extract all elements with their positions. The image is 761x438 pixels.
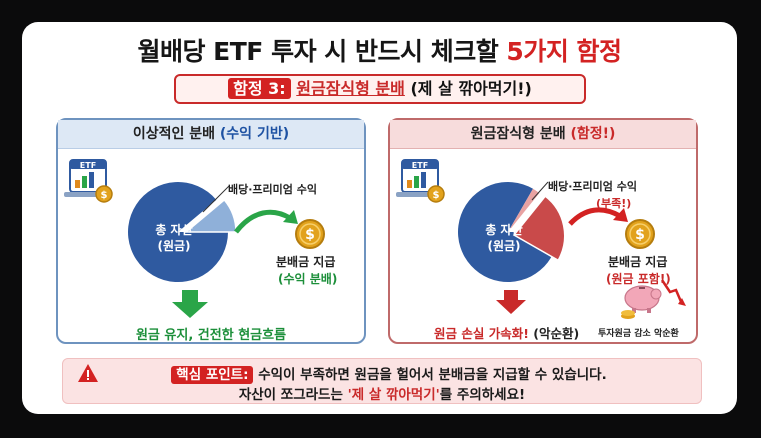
ideal-distribution-panel: 이상적인 분배 (수익 기반) ETF $ [56, 118, 366, 344]
subtitle-highlight: 원금잠식형 분배 [296, 79, 405, 98]
infographic-card: 월배당 ETF 투자 시 반드시 체크할 5가지 함정 함정 3: 원금잠식형 … [22, 22, 737, 414]
principal-loss-slice [512, 195, 566, 262]
svg-text:$: $ [433, 190, 440, 201]
page-title: 월배당 ETF 투자 시 반드시 체크할 5가지 함정 [22, 32, 737, 68]
erosion-pie-label-line1: 총 자산 [485, 223, 523, 237]
piggy-caption: 투자원금 감소 악순환 [598, 329, 679, 339]
svg-text:$: $ [635, 227, 645, 243]
title-highlight: 5가지 함정 [506, 37, 622, 66]
ideal-result: 원금 유지, 건전한 현금흐름 [135, 328, 287, 343]
erosion-result-red: 원금 손실 가속화! [434, 326, 529, 341]
ideal-pie-label-line2: (원금) [157, 239, 191, 253]
payout-arrow [234, 209, 292, 234]
key-point-text1: 수익이 부족하면 원금을 헐어서 분배금을 지급할 수 있습니다. [258, 367, 607, 383]
down-arrow-red [496, 290, 526, 314]
down-arrow-green [172, 290, 208, 318]
etf-icon-text: ETF [80, 161, 96, 170]
subtitle-rest: (제 살 깎아먹기!) [410, 79, 532, 98]
key-point-text2b: 를 주의하세요! [439, 387, 526, 403]
total-assets-pie [458, 182, 566, 283]
erosion-payout-sub: (원금 포함!) [606, 272, 671, 286]
key-point-highlight: '제 살 깎아먹기' [347, 387, 440, 403]
ideal-slice-label: 배당·프리미엄 수익 [228, 183, 317, 196]
erosion-panel-header: 원금잠식형 분배 (함정!) [390, 120, 696, 149]
ideal-distribution-figure: ETF $ $ [64, 159, 325, 318]
key-point-line1: 핵심 포인트: 수익이 부족하면 원금을 헐어서 분배금을 지급할 수 있습니다… [63, 363, 701, 384]
erosion-panel-title-paren: (함정!) [570, 126, 616, 142]
piggy-bank-icon [621, 279, 686, 319]
erosion-result-black: (악순환) [533, 326, 580, 341]
ideal-pie-label: 총 자산 (원금) [144, 222, 204, 254]
subtitle-tag: 함정 3: [228, 78, 291, 99]
principal-erosion-panel: 원금잠식형 분배 (함정!) ETF $ [388, 118, 698, 344]
ideal-payout-sub: (수익 분배) [278, 272, 338, 286]
subtitle-box: 함정 3: 원금잠식형 분배 (제 살 깎아먹기!) [174, 74, 586, 104]
payout-arrow [568, 207, 622, 226]
ideal-panel-title: 이상적인 분배 [132, 126, 216, 142]
erosion-pie-label: 총 자산 (원금) [474, 222, 534, 254]
title-main: 월배당 ETF 투자 시 반드시 체크할 [137, 37, 499, 66]
warning-icon [78, 364, 98, 382]
erosion-slice-sub: (부족!) [596, 197, 632, 210]
ideal-payout-label: 분배금 지급 [276, 255, 336, 269]
key-point-tag: 핵심 포인트: [171, 366, 254, 384]
key-point-text2a: 자산이 쪼그라드는 [238, 387, 343, 403]
etf-monitor-icon: ETF $ [396, 159, 445, 203]
ideal-panel-title-paren: (수익 기반) [219, 126, 290, 142]
erosion-pie-label-line2: (원금) [487, 239, 521, 253]
slice-pointer-line [202, 185, 230, 213]
ideal-pie-label-line1: 총 자산 [155, 223, 193, 237]
key-point-line2: 자산이 쪼그라드는 '제 살 깎아먹기'를 주의하세요! [63, 383, 701, 403]
erosion-panel-title: 원금잠식형 분배 [470, 126, 566, 142]
slice-pointer-line [531, 181, 549, 201]
erosion-result: 원금 손실 가속화! (악순환) [434, 323, 579, 342]
gold-coin-icon: $ [295, 219, 325, 249]
svg-text:$: $ [305, 227, 315, 243]
erosion-payout-label: 분배금 지급 [608, 255, 668, 269]
erosion-slice-label: 배당·프리미엄 수익 [548, 180, 637, 193]
total-assets-pie [128, 182, 237, 283]
key-point-callout: 핵심 포인트: 수익이 부족하면 원금을 헐어서 분배금을 지급할 수 있습니다… [62, 358, 702, 404]
etf-monitor-icon: ETF $ [64, 159, 113, 203]
svg-text:$: $ [101, 190, 108, 201]
thin-income-slice [508, 188, 540, 232]
etf-icon-text: ETF [412, 161, 428, 170]
gold-coin-icon: $ [625, 219, 655, 249]
ideal-panel-header: 이상적인 분배 (수익 기반) [58, 120, 364, 149]
erosion-distribution-figure: ETF $ $ [396, 159, 686, 319]
